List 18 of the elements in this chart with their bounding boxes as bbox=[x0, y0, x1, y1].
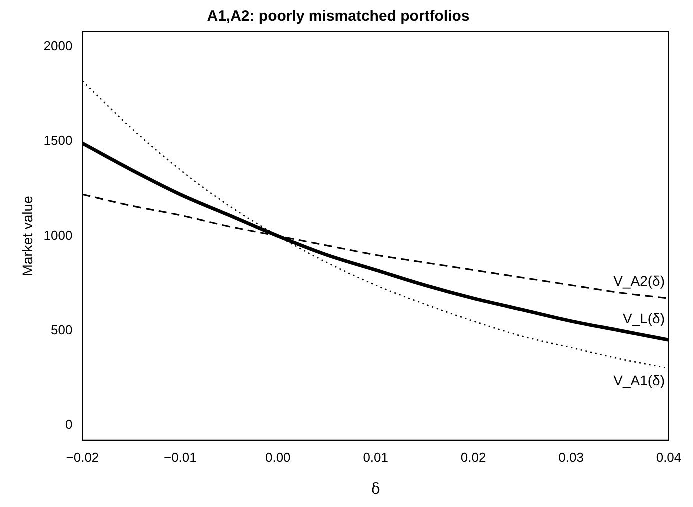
x-tick-label: 0.02 bbox=[460, 450, 486, 465]
x-tick-label: −0.01 bbox=[164, 450, 197, 465]
y-tick-label: 0 bbox=[65, 416, 73, 432]
y-tick-label: 1000 bbox=[44, 228, 73, 243]
series-label: V_A2(δ) bbox=[614, 272, 665, 289]
y-axis-title: Market value bbox=[19, 196, 36, 276]
y-tick-label: 1500 bbox=[44, 133, 73, 148]
x-tick-label: 0.00 bbox=[265, 450, 291, 465]
x-tick-label: 0.01 bbox=[363, 450, 389, 465]
y-tick-label: 500 bbox=[51, 322, 73, 338]
series-label: V_A1(δ) bbox=[614, 372, 665, 388]
x-tick-label: 0.03 bbox=[558, 450, 584, 465]
x-tick-label: 0.04 bbox=[656, 450, 682, 465]
y-tick-label: 2000 bbox=[44, 38, 73, 54]
series-label: V_L(δ) bbox=[622, 310, 665, 327]
chart-title: A1,A2: poorly mismatched portfolios bbox=[207, 8, 470, 26]
x-axis-title: δ bbox=[371, 480, 380, 498]
x-tick-label: −0.02 bbox=[66, 450, 100, 465]
